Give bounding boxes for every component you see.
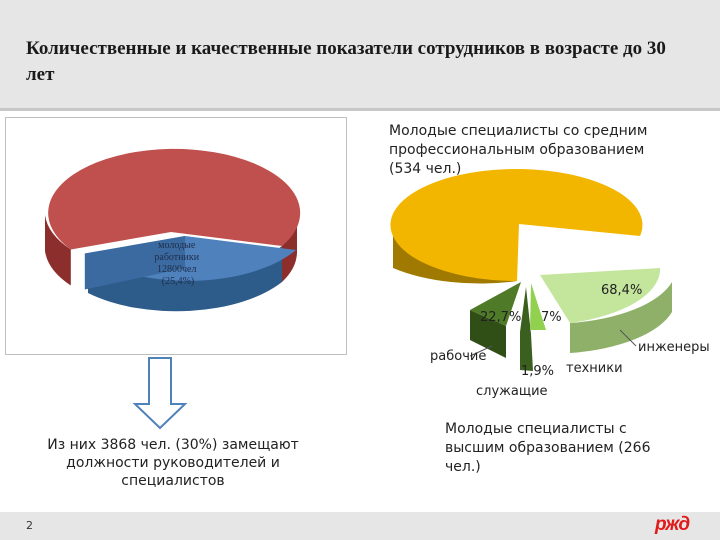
category-label-engineers: инженеры [638,340,710,355]
category-label-technicians: техники [566,361,623,376]
footer-bar [0,512,720,540]
right-pie-employees [520,287,533,371]
right-callout-text: Молодые специалисты с высшим образование… [445,421,651,475]
category-label-workers: рабочие [430,349,487,364]
left-pie-label-line: 12800чел [157,264,196,275]
data-label-technicians: 7% [541,310,562,325]
left-pie [45,148,301,312]
page-number: 2 [26,519,33,532]
left-pie-label-line: (25,4%) [162,276,195,287]
title-bar [0,0,720,110]
data-label-workers: 22,7% [480,310,522,325]
right-pie [390,169,672,371]
left-pie-label: молодые работники 12800чел (25,4%) [154,240,201,287]
slide-title: Количественные и качественные показатели… [26,38,666,85]
right-pie-engineers-side [570,282,672,353]
data-label-employees: 1,9% [521,364,555,379]
right-chart-title: Молодые специалисты со средним профессио… [389,123,648,177]
right-pie-workers [470,282,521,326]
leader-line-workers [469,345,493,357]
left-pie-slice-edge [84,236,185,290]
left-pie-label-line: работники [154,252,199,263]
category-label-employees: служащие [476,384,548,399]
left-pie-label-line: молодые [158,240,196,251]
right-pie-main [390,169,643,282]
data-label-engineers: 68,4% [601,283,643,298]
title-divider [0,108,720,111]
leader-line-engineers [619,329,637,347]
rzd-logo: ржд [655,514,690,535]
down-arrow-icon [132,357,188,430]
left-pie-main [48,148,301,250]
right-pie-engineers [540,268,661,323]
left-pie-main-side [45,215,71,286]
right-pie-technicians [530,283,546,330]
left-callout-text: Из них 3868 чел. (30%) замещают должност… [47,437,299,489]
